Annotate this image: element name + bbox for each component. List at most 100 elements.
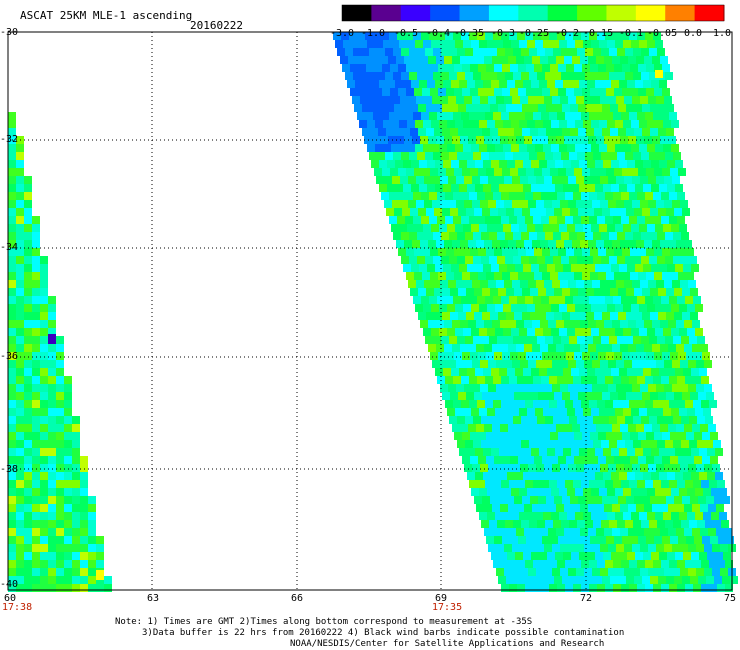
swath-cell <box>40 392 48 400</box>
swath-cell <box>489 72 497 80</box>
swath-cell <box>453 216 461 224</box>
swath-cell <box>401 72 409 80</box>
swath-cell <box>628 240 636 248</box>
swath-cell <box>691 368 699 376</box>
swath-cell <box>518 536 526 544</box>
swath-cell <box>608 360 616 368</box>
swath-cell <box>528 200 536 208</box>
swath-cell <box>719 488 727 496</box>
swath-cell <box>504 568 512 576</box>
swath-cell <box>609 440 617 448</box>
swath-cell <box>485 216 493 224</box>
swath-cell <box>516 320 524 328</box>
swath-cell <box>686 248 694 256</box>
swath-cell <box>415 40 423 48</box>
swath-cell <box>722 496 730 504</box>
swath-cell <box>652 320 660 328</box>
swath-cell <box>497 256 505 264</box>
swath-cell <box>8 336 16 344</box>
swath-cell <box>398 248 406 256</box>
swath-cell <box>48 296 56 304</box>
swath-cell <box>549 376 557 384</box>
swath-cell <box>64 456 72 464</box>
swath-cell <box>678 272 686 280</box>
swath-cell <box>565 376 573 384</box>
swath-cell <box>583 488 591 496</box>
swath-cell <box>662 536 670 544</box>
swath-cell <box>637 480 645 488</box>
swath-cell <box>16 304 24 312</box>
swath-cell <box>593 152 601 160</box>
swath-cell <box>40 576 48 584</box>
swath-cell <box>8 216 16 224</box>
swath-cell <box>597 112 605 120</box>
swath-cell <box>40 432 48 440</box>
swath-cell <box>434 312 442 320</box>
swath-cell <box>550 168 558 176</box>
swath-cell <box>441 336 449 344</box>
swath-cell <box>399 144 407 152</box>
swath-cell <box>648 568 656 576</box>
swath-cell <box>391 40 399 48</box>
swath-cell <box>479 328 487 336</box>
swath-cell <box>394 128 402 136</box>
swath-cell <box>625 48 633 56</box>
swath-cell <box>604 344 612 352</box>
swath-cell <box>419 264 427 272</box>
swath-cell <box>595 472 603 480</box>
swath-cell <box>587 264 595 272</box>
swath-cell <box>8 448 16 456</box>
swath-cell <box>671 304 679 312</box>
swath-cell <box>576 360 584 368</box>
swath-cell <box>495 144 503 152</box>
swath-cell <box>662 64 670 72</box>
swath-cell <box>56 464 64 472</box>
swath-cell <box>16 240 24 248</box>
swath-cell <box>722 576 730 584</box>
swath-cell <box>24 240 32 248</box>
swath-cell <box>88 512 96 520</box>
swath-cell <box>627 80 635 88</box>
swath-cell <box>426 208 434 216</box>
swath-cell <box>566 536 574 544</box>
swath-cell <box>534 88 542 96</box>
swath-cell <box>482 208 490 216</box>
swath-cell <box>488 200 496 208</box>
swath-cell <box>568 280 576 288</box>
swath-cell <box>623 408 631 416</box>
swath-cell <box>547 160 555 168</box>
swath-cell <box>536 360 544 368</box>
swath-cell <box>80 464 88 472</box>
swath-cell <box>649 520 657 528</box>
swath-cell <box>493 480 501 488</box>
swath-cell <box>447 328 455 336</box>
swath-cell <box>583 512 591 520</box>
swath-cell <box>688 384 696 392</box>
swath-cell <box>32 232 40 240</box>
swath-cell <box>637 296 645 304</box>
swath-cell <box>602 288 610 296</box>
swath-cell <box>16 264 24 272</box>
swath-cell <box>374 168 382 176</box>
swath-cell <box>531 368 539 376</box>
swath-cell <box>400 200 408 208</box>
swath-cell <box>409 232 417 240</box>
swath-cell <box>633 256 641 264</box>
swath-cell <box>436 344 444 352</box>
swath-cell <box>585 152 593 160</box>
note-line-1: Note: 1) Times are GMT 2)Times along bot… <box>115 617 533 627</box>
swath-cell <box>410 208 418 216</box>
swath-cell <box>32 520 40 528</box>
swath-cell <box>16 320 24 328</box>
swath-cell <box>553 416 561 424</box>
swath-cell <box>658 128 666 136</box>
swath-cell <box>446 168 454 176</box>
swath-cell <box>504 200 512 208</box>
swath-cell <box>624 200 632 208</box>
swath-cell <box>618 496 626 504</box>
swath-cell <box>505 336 513 344</box>
swath-cell <box>713 520 721 528</box>
swath-cell <box>614 272 622 280</box>
swath-cell <box>489 336 497 344</box>
swath-cell <box>32 456 40 464</box>
